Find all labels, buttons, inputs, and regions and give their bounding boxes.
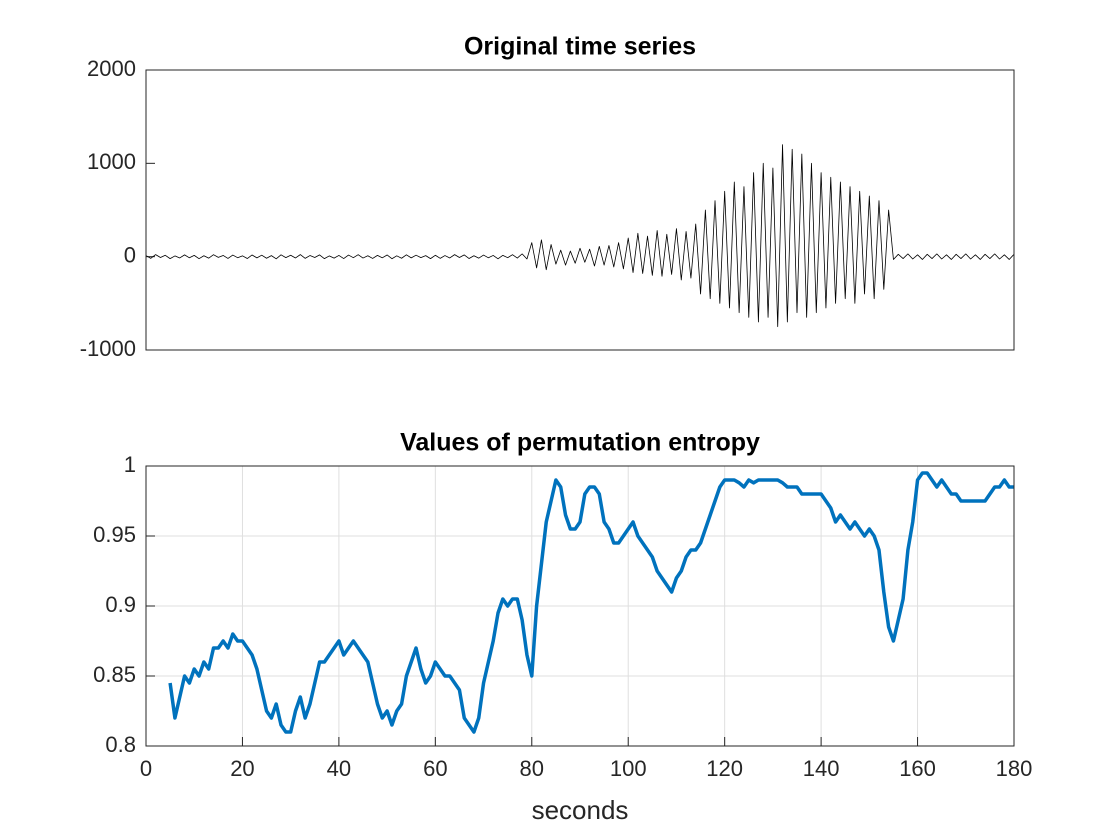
x-tick-label: 100 [610,756,647,781]
x-tick-label: 40 [327,756,351,781]
x-tick-label: 120 [706,756,743,781]
x-tick-label: 180 [996,756,1033,781]
axes-box [145,69,1015,351]
y-tick-label: 1000 [87,149,136,174]
y-tick-label: 0.8 [105,732,136,757]
x-tick-label: 0 [140,756,152,781]
y-tick-label: 0.95 [93,522,136,547]
y-tick-label: -1000 [80,336,136,361]
chart-title: Values of permutation entropy [400,429,760,457]
y-tick-label: 0.85 [93,662,136,687]
x-axis-label: seconds [532,795,629,825]
y-tick-label: 0.9 [105,592,136,617]
x-tick-label: 60 [423,756,447,781]
chart-title: Original time series [464,33,696,61]
data-line [145,144,1015,328]
axes-box [145,465,1015,747]
plot-area [146,70,1014,350]
x-tick-label: 20 [230,756,254,781]
data-line [168,471,1014,734]
y-tick-label: 0 [124,242,136,267]
x-tick-label: 80 [520,756,544,781]
y-tick-label: 2000 [87,56,136,81]
x-tick-label: 140 [803,756,840,781]
x-tick-label: 160 [899,756,936,781]
y-tick-label: 1 [124,452,136,477]
